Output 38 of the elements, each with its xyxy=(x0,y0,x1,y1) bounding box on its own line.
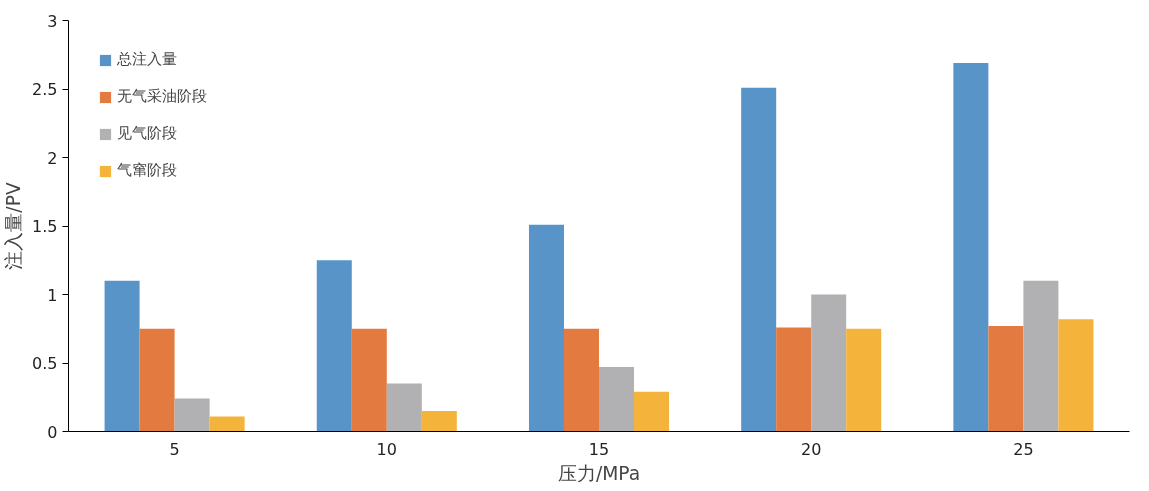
x-tick-label: 5 xyxy=(169,439,180,459)
y-tick-label: 0.5 xyxy=(32,354,58,373)
bar xyxy=(316,260,352,432)
y-tick-label: 3 xyxy=(47,11,58,31)
y-tick-label: 1 xyxy=(47,285,58,305)
x-tick-label: 10 xyxy=(376,439,397,459)
bar xyxy=(741,87,777,432)
legend-label: 见气阶段 xyxy=(117,124,177,143)
y-tick-label: 1.5 xyxy=(32,217,58,236)
y-tick-label: 2.5 xyxy=(32,80,58,99)
x-tick-label: 20 xyxy=(801,439,822,459)
bar xyxy=(776,327,812,432)
x-axis-title: 压力/MPa xyxy=(557,462,641,484)
bar xyxy=(386,383,422,432)
x-tick-label: 15 xyxy=(588,439,610,459)
bar xyxy=(528,224,564,432)
x-tick-label: 25 xyxy=(1013,439,1034,459)
y-axis-title: 注入量/PV xyxy=(3,182,25,270)
bar xyxy=(599,367,635,432)
bar xyxy=(846,328,882,432)
bar xyxy=(104,280,140,432)
bar xyxy=(563,328,599,432)
legend-label: 气窜阶段 xyxy=(117,161,177,180)
legend-label: 总注入量 xyxy=(117,50,177,69)
bar xyxy=(351,328,387,432)
bar xyxy=(988,326,1024,432)
bar xyxy=(953,62,989,432)
y-tick-label: 2 xyxy=(47,148,58,168)
bar xyxy=(209,416,245,432)
bar xyxy=(1023,280,1059,432)
bar xyxy=(139,328,175,432)
bar xyxy=(421,410,457,432)
bar xyxy=(634,391,670,432)
bar xyxy=(1058,319,1094,432)
y-tick-label: 0 xyxy=(47,422,58,442)
legend-label: 无气采油阶段 xyxy=(117,87,207,106)
bar xyxy=(811,294,847,432)
bar xyxy=(174,398,210,432)
